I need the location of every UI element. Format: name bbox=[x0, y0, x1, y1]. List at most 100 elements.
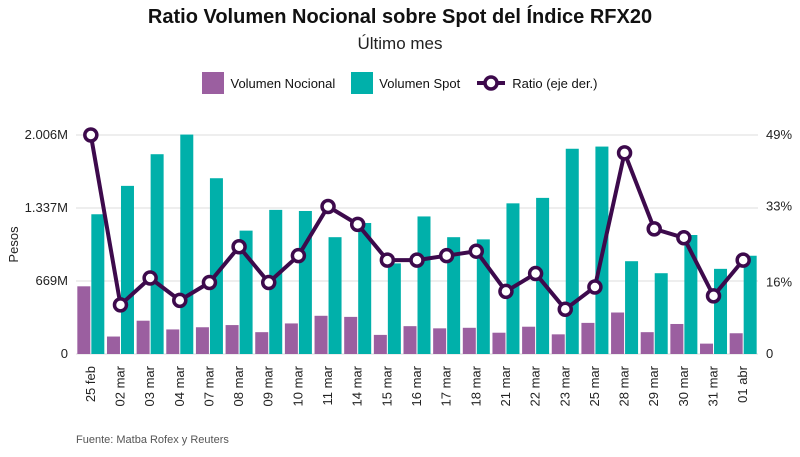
bar-spot bbox=[417, 216, 431, 354]
x-tick-label: 17 mar bbox=[439, 365, 454, 406]
y-tick-label: 1.337M bbox=[25, 200, 68, 215]
ratio-point bbox=[735, 252, 751, 268]
bar-nocional bbox=[166, 329, 180, 354]
y-tick-label: 669M bbox=[35, 273, 68, 288]
x-tick-label: 21 mar bbox=[498, 365, 513, 406]
bar-nocional bbox=[344, 316, 358, 354]
x-tick-label: 09 mar bbox=[261, 365, 276, 406]
bar-nocional bbox=[136, 320, 150, 354]
bar-spot bbox=[120, 185, 134, 354]
y2-tick-label: 49% bbox=[766, 127, 792, 142]
bar-spot bbox=[209, 178, 223, 354]
source-note: Fuente: Matba Rofex y Reuters bbox=[76, 434, 229, 446]
bar-spot bbox=[654, 273, 668, 354]
x-tick-label: 18 mar bbox=[468, 365, 483, 406]
legend-item-spot[interactable]: Volumen Spot bbox=[351, 72, 460, 94]
ratio-point bbox=[438, 247, 455, 264]
chart-title: Ratio Volumen Nocional sobre Spot del Ín… bbox=[147, 6, 653, 28]
bar-nocional bbox=[551, 334, 565, 354]
x-tick-label: 31 mar bbox=[706, 365, 721, 406]
bar-spot bbox=[358, 222, 372, 354]
x-tick-label: 23 mar bbox=[557, 365, 572, 406]
bar-spot bbox=[91, 214, 105, 354]
bar-spot bbox=[684, 235, 698, 354]
x-tick-label: 11 mar bbox=[320, 365, 335, 405]
bar-spot bbox=[625, 261, 639, 354]
bar-nocional bbox=[462, 327, 476, 354]
bar-spot bbox=[298, 210, 312, 354]
bar-nocional bbox=[195, 327, 209, 354]
bar-spot bbox=[447, 237, 461, 354]
legend-label-nocional: Volumen Nocional bbox=[230, 75, 336, 91]
x-tick-label: 10 mar bbox=[290, 365, 305, 406]
x-tick-label: 28 mar bbox=[617, 365, 632, 406]
ratio-point bbox=[112, 297, 129, 313]
legend: Volumen Nocional Volumen Spot Ratio (eje… bbox=[0, 70, 800, 96]
ratio-point bbox=[616, 145, 633, 161]
bar-nocional bbox=[284, 323, 298, 354]
ratio-point bbox=[587, 279, 603, 295]
y2-tick-label: 0 bbox=[766, 346, 773, 361]
bar-nocional bbox=[522, 326, 536, 354]
bar-nocional bbox=[403, 326, 417, 354]
ratio-point bbox=[676, 230, 692, 246]
x-tick-label: 14 mar bbox=[350, 365, 365, 406]
ratio-point bbox=[142, 270, 158, 286]
legend-label-spot: Volumen Spot bbox=[379, 75, 461, 91]
bar-spot bbox=[328, 237, 342, 354]
ratio-point bbox=[260, 274, 277, 291]
ratio-point bbox=[705, 288, 722, 304]
bar-nocional bbox=[433, 328, 447, 354]
x-tick-label: 22 mar bbox=[528, 365, 543, 406]
ratio-point bbox=[83, 127, 99, 143]
x-tick-label: 08 mar bbox=[231, 365, 246, 406]
y-tick-label: 2.006M bbox=[25, 127, 68, 142]
bar-nocional bbox=[314, 315, 328, 354]
bar-nocional bbox=[492, 332, 506, 354]
bar-spot bbox=[506, 203, 520, 354]
y2-tick-label: 16% bbox=[766, 274, 792, 289]
y-tick-label: 0 bbox=[61, 346, 68, 361]
y2-tick-label: 33% bbox=[766, 199, 792, 214]
bar-nocional bbox=[106, 336, 120, 354]
ratio-point bbox=[201, 274, 218, 291]
bar-nocional bbox=[640, 332, 654, 354]
x-tick-label: 15 mar bbox=[379, 365, 394, 406]
x-tick-label: 03 mar bbox=[142, 365, 157, 406]
ratio-point bbox=[468, 243, 485, 259]
chart-subtitle: Último mes bbox=[357, 34, 443, 53]
legend-item-nocional[interactable]: Volumen Nocional bbox=[202, 72, 335, 94]
legend-swatch-ratio bbox=[477, 75, 506, 91]
ratio-point bbox=[379, 252, 396, 268]
bar-nocional bbox=[373, 334, 387, 354]
ratio-point bbox=[498, 283, 514, 300]
x-tick-label: 01 abr bbox=[735, 365, 750, 403]
legend-swatch-nocional bbox=[202, 72, 225, 94]
bar-nocional bbox=[611, 312, 625, 354]
bar-nocional bbox=[700, 343, 714, 354]
legend-item-ratio[interactable]: Ratio (eje der.) bbox=[476, 72, 598, 94]
bar-nocional bbox=[255, 332, 269, 354]
x-tick-label: 02 mar bbox=[112, 365, 127, 406]
bar-spot bbox=[387, 263, 401, 354]
ratio-point bbox=[527, 265, 544, 282]
ratio-point bbox=[231, 238, 247, 255]
bar-nocional bbox=[225, 325, 239, 354]
ratio-point bbox=[557, 301, 574, 318]
ratio-point bbox=[172, 292, 188, 309]
bar-spot bbox=[150, 154, 164, 354]
x-tick-label: 04 mar bbox=[172, 365, 187, 406]
bar-spot bbox=[180, 134, 194, 354]
legend-swatch-spot bbox=[351, 72, 374, 94]
ratio-point bbox=[320, 198, 336, 215]
x-tick-label: 29 mar bbox=[646, 365, 661, 406]
x-tick-label: 30 mar bbox=[676, 365, 691, 406]
ratio-point bbox=[290, 247, 307, 264]
bar-nocional bbox=[729, 333, 743, 354]
ratio-point bbox=[409, 252, 425, 268]
x-tick-label: 07 mar bbox=[201, 365, 216, 406]
bar-nocional bbox=[670, 323, 684, 354]
x-tick-label: 16 mar bbox=[409, 365, 424, 406]
ratio-point bbox=[646, 221, 662, 237]
